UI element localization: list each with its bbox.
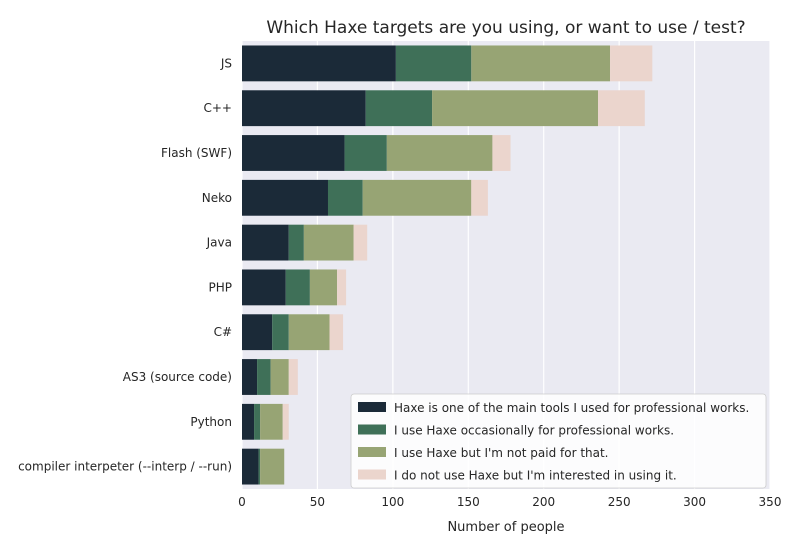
bar-segment — [432, 90, 599, 127]
chart-title: Which Haxe targets are you using, or wan… — [266, 18, 745, 38]
y-tick-label: JS — [220, 56, 232, 70]
y-tick-label: compiler interpeter (--interp / --run) — [18, 460, 232, 474]
y-tick-label: AS3 (source code) — [123, 370, 232, 384]
bar-segment — [258, 448, 261, 485]
bar-segment — [242, 224, 289, 261]
bar-segment — [272, 314, 289, 351]
legend: Haxe is one of the main tools I used for… — [350, 393, 767, 489]
bar-segment — [242, 314, 273, 351]
bar-segment — [242, 448, 259, 485]
x-tick-label: 100 — [381, 495, 404, 509]
y-tick-label: PHP — [209, 280, 233, 294]
legend-swatch — [358, 469, 386, 480]
bar-segment — [610, 45, 653, 82]
legend-label: I use Haxe occasionally for professional… — [394, 424, 674, 438]
x-tick-label: 50 — [310, 495, 325, 509]
legend-swatch — [358, 447, 386, 457]
bar-segment — [242, 90, 366, 127]
y-tick-label: Python — [190, 415, 232, 429]
bar-segment — [471, 45, 611, 82]
bar-segment — [260, 403, 283, 440]
bar-segment — [242, 45, 396, 82]
bar-segment — [288, 359, 298, 395]
x-tick-label: 150 — [457, 495, 480, 509]
bar-segment — [242, 359, 258, 395]
y-tick-label: Neko — [202, 191, 232, 205]
bar-segment — [365, 90, 433, 127]
legend-label: I use Haxe but I'm not paid for that. — [394, 446, 609, 460]
legend-swatch — [358, 424, 386, 435]
bar-segment — [242, 179, 328, 216]
bar-segment — [337, 269, 347, 306]
x-tick-label: 0 — [238, 495, 246, 509]
bar-segment — [344, 135, 387, 171]
bar-segment — [386, 135, 493, 171]
y-tick-label: Flash (SWF) — [161, 146, 232, 160]
bar-segment — [353, 224, 368, 261]
bar-segment — [395, 45, 472, 82]
bar-segment — [327, 179, 363, 216]
bar-segment — [242, 135, 345, 171]
bar-segment — [309, 269, 338, 306]
bar-segment — [270, 359, 289, 395]
bars — [242, 45, 653, 485]
bar-segment — [329, 314, 344, 351]
bar-segment — [257, 359, 271, 395]
bar-segment — [598, 90, 645, 127]
legend-label: I do not use Haxe but I'm interested in … — [394, 469, 677, 483]
bar-segment — [242, 403, 255, 440]
bar-segment — [362, 179, 472, 216]
bar-segment — [260, 448, 285, 485]
x-tick-label: 350 — [759, 495, 782, 509]
x-tick-labels: 0 50 100 150 200 250 300 350 — [238, 495, 781, 509]
y-tick-labels: JS C++ Flash (SWF) Neko Java PHP C# AS3 (source… — [18, 56, 232, 473]
bar-segment — [303, 224, 354, 261]
bar-segment — [242, 269, 286, 306]
bar-segment — [254, 403, 261, 440]
bar-segment — [288, 314, 330, 351]
y-tick-label: Java — [206, 236, 232, 250]
x-tick-label: 300 — [683, 495, 706, 509]
bar-segment — [285, 269, 310, 306]
legend-swatch — [358, 402, 386, 412]
legend-box — [350, 393, 767, 489]
y-tick-label: C++ — [204, 101, 233, 115]
bar-segment — [282, 403, 289, 440]
bar-segment — [471, 179, 488, 216]
x-axis-label: Number of people — [447, 520, 564, 535]
legend-label: Haxe is one of the main tools I used for… — [394, 401, 749, 415]
y-tick-label: C# — [214, 325, 232, 339]
bar-segment — [288, 224, 304, 261]
x-tick-label: 250 — [608, 495, 631, 509]
x-tick-label: 200 — [532, 495, 555, 509]
bar-segment — [492, 135, 511, 171]
